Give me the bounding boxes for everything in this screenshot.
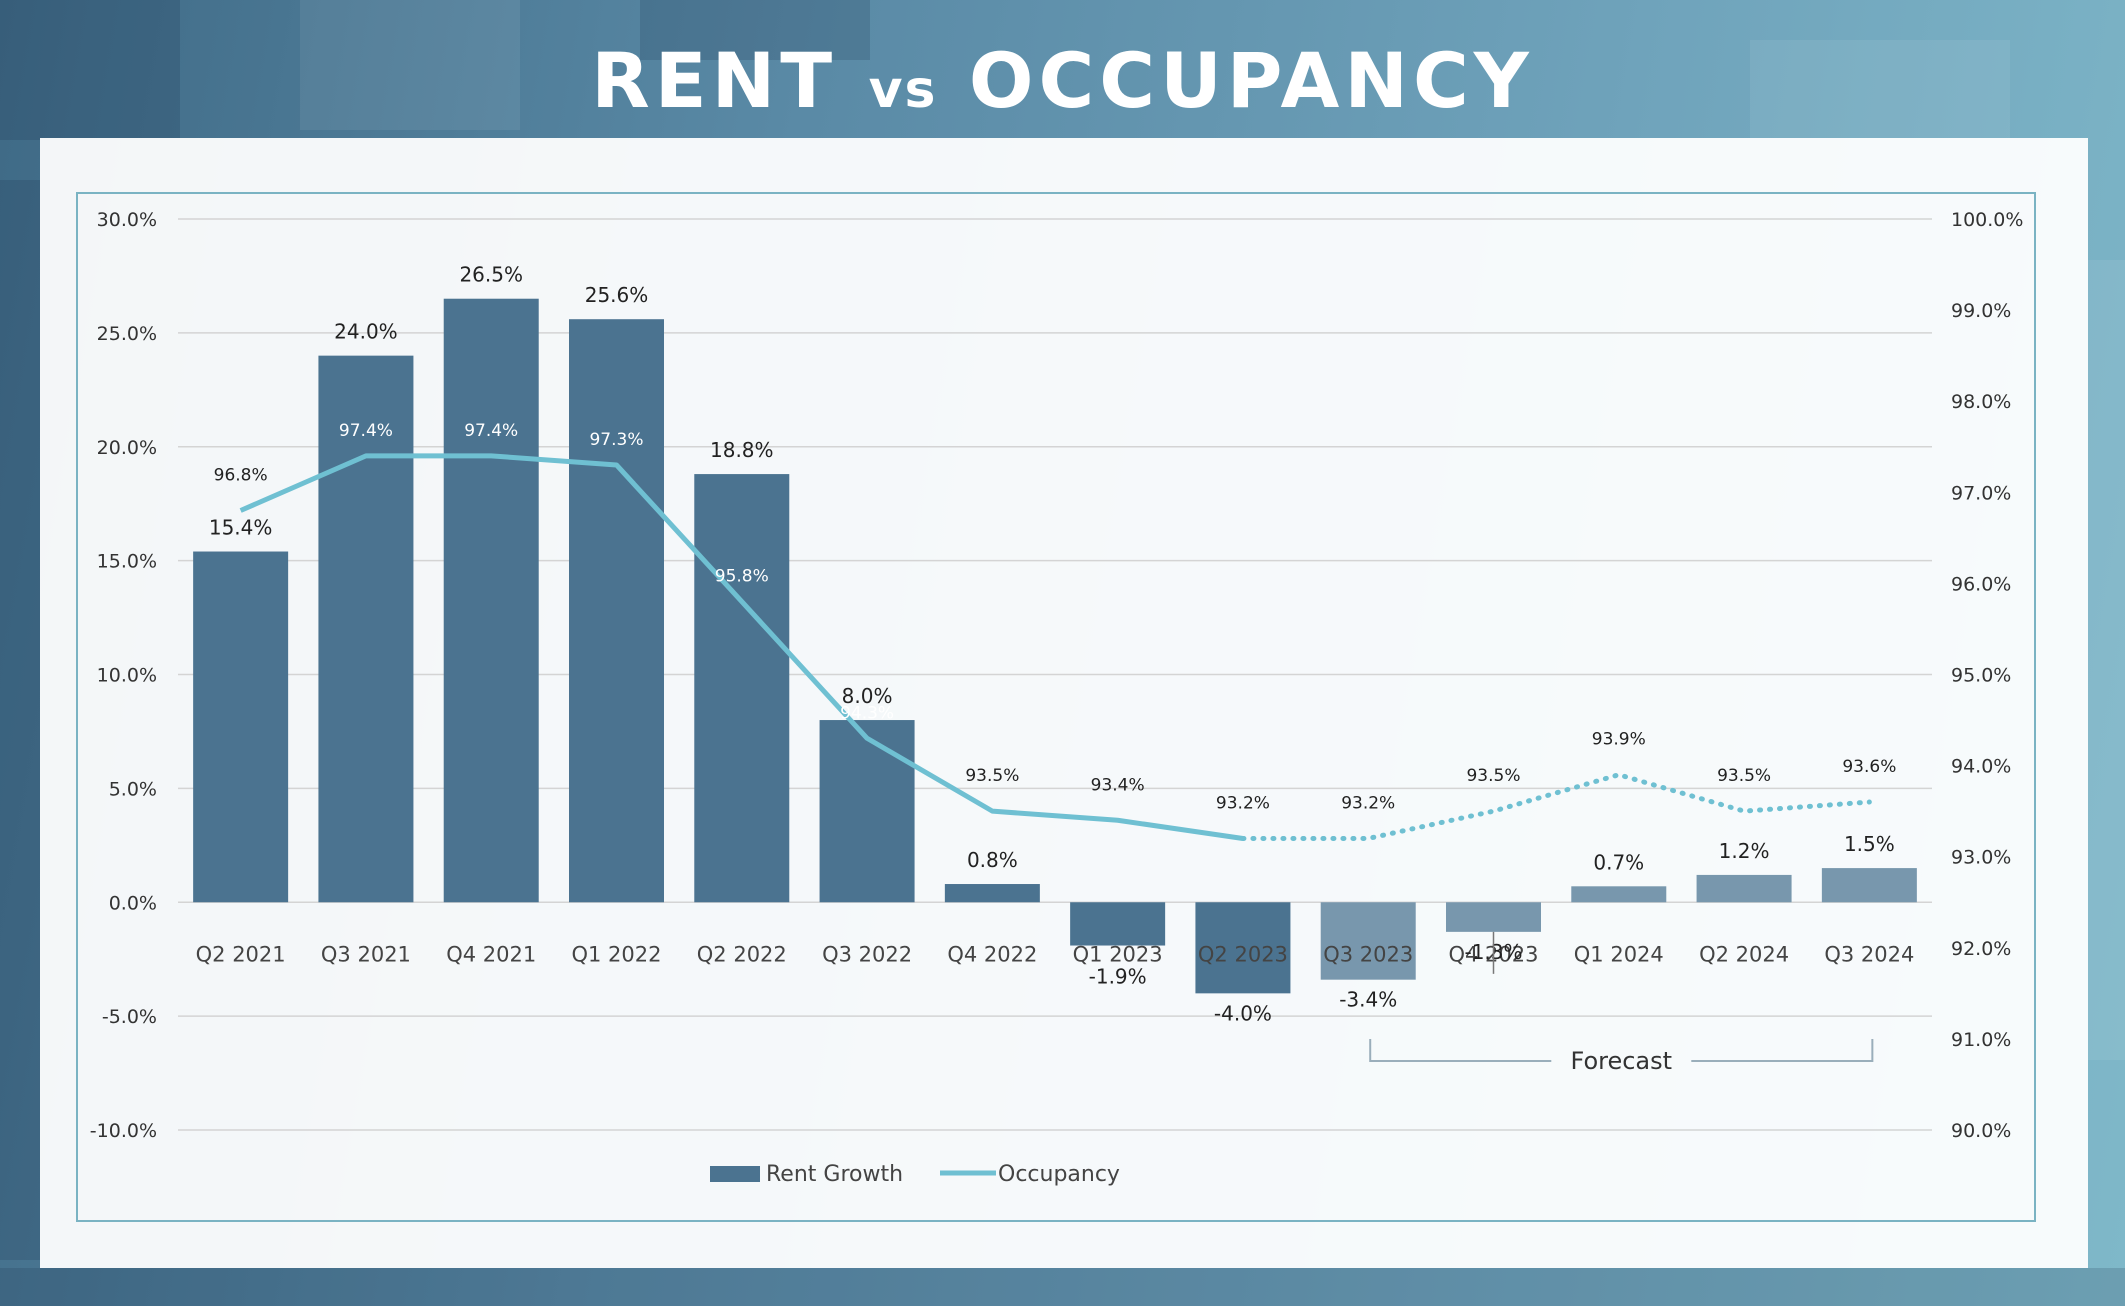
occupancy-value-label: 93.5%	[1717, 766, 1771, 786]
occupancy-line-forecast	[1240, 772, 1872, 841]
occupancy-value-label: 93.5%	[1466, 766, 1520, 786]
y-right-tick-label: 96.0%	[1951, 573, 2011, 595]
bar-value-label: -3.4%	[1339, 988, 1397, 1012]
legend-label-occupancy: Occupancy	[998, 1162, 1120, 1187]
occupancy-value-label: 96.8%	[214, 466, 268, 486]
y-left-tick-label: 25.0%	[97, 323, 157, 345]
y-left-tick-label: 5.0%	[109, 778, 157, 800]
x-category-label: Q3 2023	[1323, 942, 1413, 966]
bar-value-label: 0.8%	[967, 848, 1018, 872]
bar-value-label: 1.2%	[1719, 839, 1770, 863]
chart-frame	[76, 192, 2036, 1222]
bar-rent-growth	[318, 355, 414, 903]
y-right-tick-label: 98.0%	[1951, 391, 2011, 413]
legend-swatch-rent-growth	[710, 1166, 760, 1182]
y-right-tick-label: 93.0%	[1951, 847, 2011, 869]
y-right-tick-label: 100.0%	[1951, 209, 2023, 231]
occupancy-value-label: 97.3%	[589, 430, 643, 450]
bar-value-label: 26.5%	[459, 263, 523, 287]
page-title: RENT vs OCCUPANCY	[591, 36, 1534, 125]
y-right-tick-label: 99.0%	[1951, 300, 2011, 322]
occupancy-value-label: 93.4%	[1091, 775, 1145, 795]
y-right-tick-label: 95.0%	[1951, 665, 2011, 687]
occupancy-value-label: 93.6%	[1842, 757, 1896, 777]
x-category-label: Q1 2024	[1574, 942, 1664, 966]
bar-rent-growth	[1571, 886, 1667, 903]
y-left-tick-label: 0.0%	[109, 892, 157, 914]
bar-value-label: 1.5%	[1844, 832, 1895, 856]
x-category-label: Q2 2024	[1699, 942, 1789, 966]
x-category-label: Q3 2022	[822, 942, 912, 966]
occupancy-value-label: 93.9%	[1592, 730, 1646, 750]
x-category-label: Q2 2021	[196, 942, 286, 966]
occupancy-value-label: 97.4%	[339, 421, 393, 441]
occupancy-value-label: 97.4%	[464, 421, 518, 441]
x-category-label: Q3 2021	[321, 942, 411, 966]
occupancy-value-label: 94.3%	[840, 703, 894, 723]
bar-rent-growth	[1446, 902, 1541, 932]
x-category-label: Q4 2022	[947, 942, 1037, 966]
y-left-tick-label: 15.0%	[97, 551, 157, 573]
legend-label-rent-growth: Rent Growth	[766, 1162, 903, 1187]
y-right-tick-label: 91.0%	[1951, 1029, 2011, 1051]
occupancy-value-label: 93.2%	[1341, 793, 1395, 813]
y-right-tick-label: 90.0%	[1951, 1120, 2011, 1142]
y-right-tick-label: 94.0%	[1951, 756, 2011, 778]
y-left-tick-label: 10.0%	[97, 665, 157, 687]
bar-rent-growth	[1821, 868, 1917, 903]
bar-rent-growth	[819, 720, 915, 903]
bar-value-label: 24.0%	[334, 320, 398, 344]
y-right-tick-label: 97.0%	[1951, 482, 2011, 504]
x-category-label: Q2 2022	[697, 942, 787, 966]
x-category-label: Q4 2021	[446, 942, 536, 966]
bar-rent-growth	[1696, 874, 1792, 903]
y-left-tick-label: -5.0%	[102, 1006, 157, 1028]
occupancy-value-label: 93.5%	[965, 766, 1019, 786]
bar-rent-growth	[694, 474, 790, 903]
occupancy-line-actual	[239, 453, 1244, 841]
bar-rent-growth	[569, 319, 664, 903]
bar-value-label: 18.8%	[710, 438, 774, 462]
bar-value-label: 8.0%	[842, 684, 893, 708]
bar-value-label: 0.7%	[1593, 850, 1644, 874]
y-right-tick-label: 92.0%	[1951, 938, 2011, 960]
bar-value-label: -4.0%	[1214, 1001, 1272, 1025]
bar-rent-growth	[193, 551, 289, 903]
forecast-bracket	[1369, 1039, 1874, 1062]
bar-value-label: 15.4%	[209, 516, 273, 540]
occupancy-value-label: 93.2%	[1216, 793, 1270, 813]
y-left-tick-label: 30.0%	[97, 209, 157, 231]
bar-rent-growth	[443, 298, 539, 903]
bar-value-label: -1.9%	[1089, 964, 1147, 988]
bar-rent-growth	[1070, 902, 1166, 946]
forecast-label: Forecast	[1571, 1047, 1673, 1075]
y-left-tick-label: 20.0%	[97, 437, 157, 459]
x-category-label: Q1 2023	[1073, 942, 1163, 966]
occupancy-value-label: 95.8%	[715, 567, 769, 587]
bar-value-label: 25.6%	[585, 283, 649, 307]
bar-rent-growth	[1320, 902, 1416, 980]
x-category-label: Q1 2022	[571, 942, 661, 966]
bar-rent-growth	[1195, 902, 1291, 994]
x-category-label: Q2 2023	[1198, 942, 1288, 966]
bar-rent-growth	[944, 884, 1040, 903]
x-category-label: Q3 2024	[1824, 942, 1914, 966]
y-left-tick-label: -10.0%	[90, 1120, 157, 1142]
